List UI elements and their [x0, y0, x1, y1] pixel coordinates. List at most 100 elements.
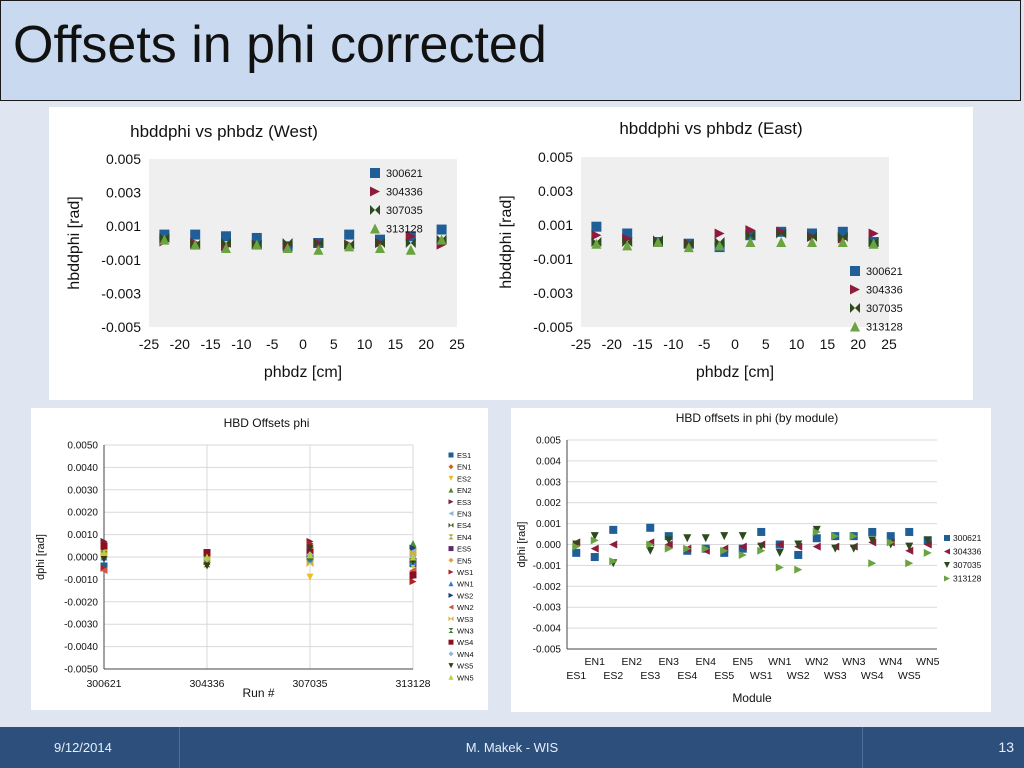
legend-marker [448, 592, 454, 598]
legend-label: WS4 [457, 638, 473, 647]
data-point [664, 532, 673, 541]
x-tick-label: 20 [418, 336, 434, 352]
data-point [849, 544, 858, 553]
legend-marker [448, 663, 454, 669]
legend-marker [448, 499, 454, 505]
legend-label: EN3 [457, 510, 472, 519]
y-tick-label: -0.005 [533, 319, 573, 335]
x-tick-label: WS3 [824, 670, 847, 682]
data-point [409, 549, 417, 557]
x-tick-label: EN4 [696, 656, 717, 668]
legend-label: 313128 [953, 574, 982, 584]
legend-label: 304336 [866, 285, 903, 297]
data-point [664, 544, 673, 553]
y-tick-label: 0.0050 [67, 441, 98, 452]
data-point [306, 560, 314, 568]
data-point [221, 243, 231, 254]
data-point [609, 540, 618, 549]
data-point [344, 241, 355, 252]
data-point [701, 534, 710, 543]
data-point [812, 527, 821, 536]
x-tick-label: 307035 [292, 678, 327, 690]
legend-marker [850, 284, 860, 295]
data-point [757, 527, 766, 536]
y-tick-label: -0.003 [533, 285, 573, 301]
data-point [714, 240, 725, 251]
legend-marker [850, 321, 860, 332]
footer-divider [862, 727, 863, 768]
x-tick-label: WS5 [898, 670, 921, 682]
data-point [807, 237, 817, 247]
legend-marker [370, 186, 380, 197]
data-point [812, 542, 821, 551]
legend-marker [448, 616, 454, 622]
data-point [757, 542, 766, 551]
data-point [436, 234, 447, 245]
y-tick-label: -0.0040 [64, 642, 98, 653]
data-point [609, 557, 618, 566]
x-tick-label: ES5 [714, 670, 734, 682]
data-point [100, 566, 108, 574]
y-tick-label: -0.005 [533, 645, 562, 656]
x-tick-label: WN3 [842, 656, 865, 668]
data-point [683, 546, 692, 555]
data-point [720, 548, 729, 557]
data-point [572, 542, 581, 551]
data-point [664, 540, 673, 549]
x-tick-label: -20 [602, 336, 622, 352]
footer-author: M. Makek - WIS [465, 740, 559, 755]
y-tick-label: -0.0020 [64, 597, 98, 608]
data-point [812, 534, 821, 543]
x-tick-label: 0 [731, 336, 739, 352]
x-axis-label: phbdz [cm] [696, 364, 774, 381]
data-point [745, 230, 756, 241]
x-tick-label: WS1 [750, 670, 773, 682]
x-tick-label: EN3 [659, 656, 680, 668]
data-point [794, 565, 803, 574]
data-point [590, 536, 599, 545]
x-tick-label: -10 [231, 336, 251, 352]
legend-label: ES4 [457, 521, 471, 530]
y-tick-label: -0.005 [101, 319, 141, 335]
x-axis-label: Run # [242, 686, 274, 700]
chart-modules: HBD offsets in phi (by module) 0.005 0.004… [516, 411, 982, 705]
legend-marker [448, 628, 454, 633]
x-tick-label: WN2 [805, 656, 828, 668]
slide-title: Offsets in phi corrected [13, 16, 547, 74]
data-point [775, 548, 784, 557]
data-point [683, 242, 694, 253]
x-tick-label: 5 [762, 336, 770, 352]
legend-label: EN4 [457, 533, 472, 542]
x-tick-label: WN4 [879, 656, 902, 668]
x-tick-label: ES3 [640, 670, 660, 682]
data-point [159, 229, 170, 240]
modules-chart: HBD offsets in phi (by module) 0.005 0.004… [516, 411, 982, 705]
x-axis-label: phbdz [cm] [264, 364, 342, 381]
data-point [738, 550, 747, 559]
x-tick-label: 304336 [189, 678, 224, 690]
chart-west: hbddphi vs phbdz (West) 0.005 0.003 0.001 -0… [66, 122, 465, 381]
legend-marker [448, 569, 454, 575]
y-tick-label: 0.0010 [67, 530, 98, 541]
data-point [313, 238, 324, 248]
data-point [886, 532, 895, 541]
legend-label: WS5 [457, 662, 473, 671]
y-tick-label: 0.003 [536, 477, 561, 488]
x-tick-label: -20 [170, 336, 190, 352]
x-tick-label: 15 [388, 336, 404, 352]
data-point [159, 234, 170, 245]
legend-marker [448, 475, 454, 481]
legend-label: EN2 [457, 486, 472, 495]
chart-title: HBD offsets in phi (by module) [676, 411, 839, 425]
x-tick-label: ES1 [566, 670, 586, 682]
x-tick-label: 5 [330, 336, 338, 352]
x-tick-label: -15 [632, 336, 652, 352]
y-tick-label: 0.0000 [67, 553, 98, 564]
data-point [683, 534, 692, 543]
x-tick-label: WN5 [916, 656, 939, 668]
x-tick-label: -15 [200, 336, 220, 352]
data-point [757, 546, 766, 555]
data-point [714, 228, 725, 239]
x-tick-label: EN5 [733, 656, 754, 668]
data-point [100, 542, 108, 550]
